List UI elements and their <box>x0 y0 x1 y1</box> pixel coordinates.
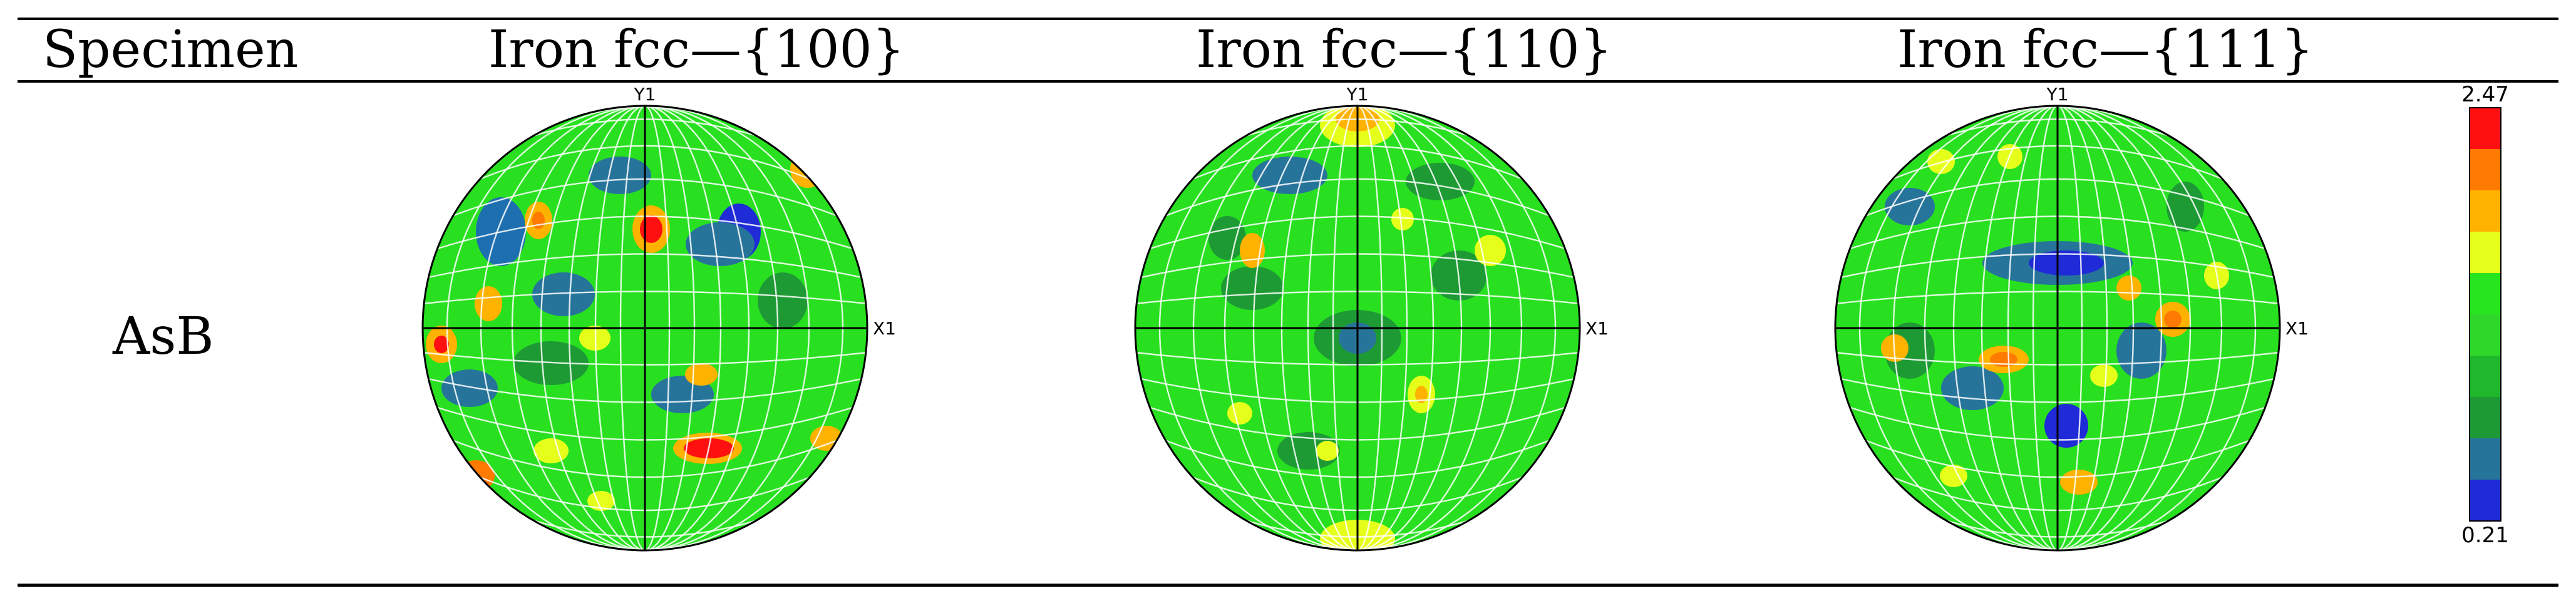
pole-figure-110: Y1 X1 <box>1134 84 1609 552</box>
bottom-rule <box>18 584 2558 587</box>
header-rule <box>18 80 2558 83</box>
pole-figure-111: Y1 X1 <box>1834 84 2309 552</box>
colorbar-band <box>2470 314 2501 356</box>
colorbar-band <box>2470 397 2501 439</box>
row-label-asb: AsB <box>113 307 214 366</box>
colorbar-band <box>2470 356 2501 398</box>
x1-axis-label-111: X1 <box>2285 318 2309 339</box>
colorbar-band <box>2470 232 2501 274</box>
header-iron-fcc-110: Iron fcc—{110} <box>1196 20 1612 80</box>
header-iron-fcc-100: Iron fcc—{100} <box>488 20 905 80</box>
header-specimen: Specimen <box>43 20 299 80</box>
colorbar-min-label: 0.21 <box>2461 523 2509 548</box>
colorbar-max-label: 2.47 <box>2461 82 2509 107</box>
colorbar-band <box>2470 108 2501 150</box>
colorbar-band <box>2470 438 2501 480</box>
colorbar-band <box>2470 190 2501 232</box>
y1-axis-label-100: Y1 <box>634 84 656 105</box>
colorbar-band <box>2470 149 2501 191</box>
colorbar-band <box>2470 273 2501 315</box>
header-iron-fcc-111: Iron fcc—{111} <box>1897 20 2314 80</box>
y1-axis-label-111: Y1 <box>2046 84 2069 105</box>
y1-axis-label-110: Y1 <box>1346 84 1369 105</box>
pole-figure-100: Y1 X1 <box>421 84 896 552</box>
colorbar-band <box>2470 480 2501 522</box>
top-rule <box>18 18 2558 20</box>
x1-axis-label-110: X1 <box>1585 318 1609 339</box>
colorbar: 2.47 0.21 <box>2461 82 2509 548</box>
x1-axis-label-100: X1 <box>873 318 896 339</box>
